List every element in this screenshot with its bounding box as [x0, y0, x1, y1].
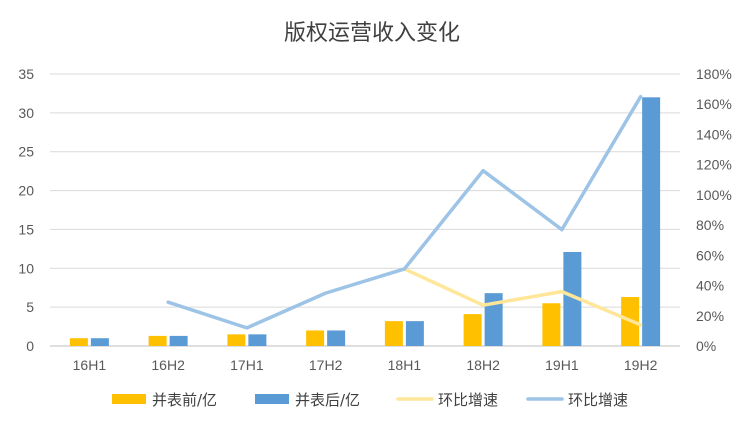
- x-tick-label: 16H1: [73, 357, 107, 373]
- lines-layer: [166, 94, 643, 330]
- legend-label: 并表前/亿: [152, 391, 217, 409]
- y-left-axis-ticks: 0 5 10 15 20 25 30 35: [18, 66, 34, 354]
- x-tick-label: 18H1: [388, 357, 422, 373]
- y-right-tick-label: 0%: [696, 338, 716, 354]
- y-left-tick-label: 35: [18, 66, 34, 82]
- series-line: [402, 267, 643, 327]
- y-left-tick-label: 20: [18, 183, 34, 199]
- bar: [248, 334, 267, 346]
- x-tick-label: 18H2: [466, 357, 500, 373]
- x-axis-ticks: 16H1 16H2 17H1 17H2 18H1 18H2 19H1 19H2: [73, 357, 658, 373]
- y-left-tick-label: 15: [18, 221, 34, 237]
- x-tick-label: 17H2: [309, 357, 343, 373]
- y-right-tick-label: 80%: [696, 217, 724, 233]
- bar: [405, 321, 424, 346]
- y-left-tick-label: 10: [18, 260, 34, 276]
- y-left-tick-label: 30: [18, 105, 34, 121]
- y-right-tick-label: 120%: [696, 157, 732, 173]
- grid-lines: [50, 73, 680, 347]
- series-line: [166, 94, 643, 330]
- y-right-tick-label: 40%: [696, 278, 724, 294]
- chart-title: 版权运营收入变化: [284, 21, 460, 46]
- x-tick-label: 16H2: [151, 357, 185, 373]
- x-tick-label: 17H1: [230, 357, 264, 373]
- y-right-tick-label: 60%: [696, 247, 724, 263]
- bar: [484, 293, 503, 346]
- legend-label: 环比增速: [568, 391, 628, 409]
- bar: [169, 335, 188, 346]
- bar: [463, 314, 482, 346]
- y-left-tick-label: 25: [18, 144, 34, 160]
- bar: [90, 338, 109, 346]
- y-right-tick-label: 140%: [696, 126, 732, 142]
- bar: [306, 330, 325, 346]
- bar: [69, 338, 88, 346]
- legend-swatch: [255, 394, 289, 404]
- bar: [148, 335, 167, 346]
- y-left-tick-label: 5: [26, 299, 34, 315]
- bar: [327, 330, 346, 346]
- legend-swatch: [112, 394, 146, 404]
- y-right-tick-label: 20%: [696, 308, 724, 324]
- bars-layer: [69, 97, 661, 346]
- bar: [642, 97, 661, 346]
- legend: 并表前/亿 并表后/亿 环比增速 环比增速: [112, 391, 628, 409]
- y-left-tick-label: 0: [26, 338, 34, 354]
- x-tick-label: 19H2: [624, 357, 658, 373]
- y-right-tick-label: 100%: [696, 187, 732, 203]
- y-right-tick-label: 160%: [696, 96, 732, 112]
- bar: [384, 321, 403, 346]
- y-right-tick-label: 180%: [696, 66, 732, 82]
- legend-label: 环比增速: [438, 391, 498, 409]
- y-right-axis-ticks: 0% 20% 40% 60% 80% 100% 120% 140% 160% 180%: [696, 66, 732, 354]
- legend-label: 并表后/亿: [295, 391, 360, 409]
- bar: [563, 251, 582, 346]
- x-tick-label: 19H1: [545, 357, 579, 373]
- bar: [542, 303, 561, 346]
- bar: [227, 334, 246, 346]
